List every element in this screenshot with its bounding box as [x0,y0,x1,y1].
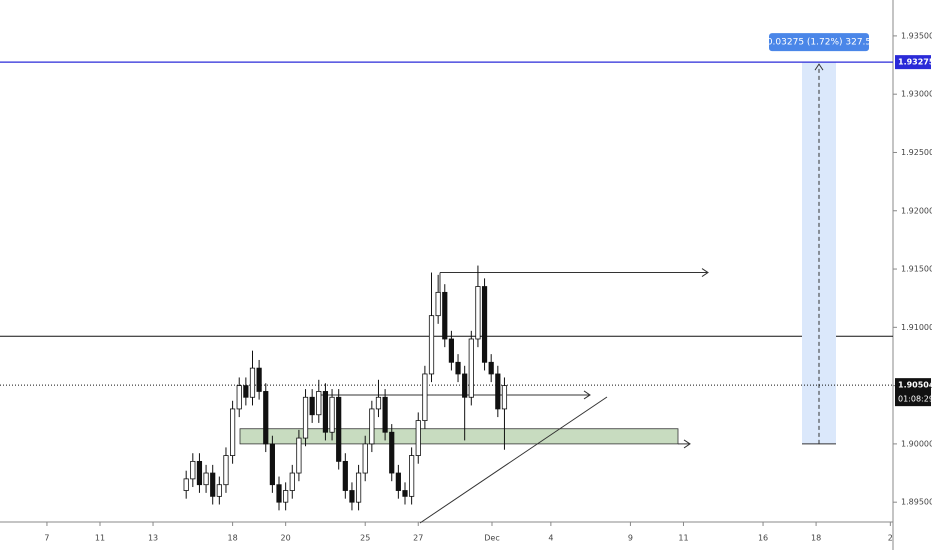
x-tick-label: 2 [888,534,893,543]
y-tick-label: 1.93000 [901,90,932,99]
candle-body [349,490,355,503]
candle-body [442,291,448,340]
current-price-label: 1.90504 [898,381,932,390]
candle-body [309,396,315,416]
current-price-tag [895,378,931,407]
zone-arrow-head [683,439,691,449]
candle-body [455,361,461,375]
x-tick-label: 16 [758,534,768,543]
target-tag [895,55,931,70]
candle-body [362,443,368,474]
candle-body [263,391,269,445]
candle-body [369,408,375,445]
candle-body [283,490,289,503]
candle-body [316,391,322,416]
candle-body [409,455,415,497]
candle-body [389,431,395,474]
candle-body [435,291,441,317]
candle-body [190,460,196,480]
x-tick-label: Dec [484,534,499,543]
candle-body [422,373,428,421]
candle-body [415,420,421,456]
x-tick-label: 7 [44,534,49,543]
position-arrowhead [814,63,824,71]
candle-body [243,385,249,398]
candle-body [468,338,474,398]
x-tick-label: 27 [413,534,423,543]
x-tick-label: 18 [228,534,238,543]
candle-body [302,396,309,439]
y-tick-label: 1.92500 [901,148,932,157]
x-tick-label: 11 [95,534,105,543]
x-tick-label: 9 [628,534,633,543]
candle-body [395,472,401,491]
candle-body [236,385,242,410]
candle-body [462,373,468,398]
candle-body [488,361,494,375]
target-tag-label: 1.93275 [898,58,932,67]
position-label: 0.03275 (1.72%) 327.5 [767,38,871,48]
candle-body [402,490,408,497]
y-tick-label: 1.90000 [901,439,932,448]
countdown: 01:08:29 [898,395,932,404]
candle-body [276,484,282,503]
candle-body [495,373,501,410]
position-label-bg [769,33,869,52]
mid-level-arrow-head [583,390,591,400]
candle-body [203,472,209,486]
candle-body [329,396,335,433]
candle-body [183,478,189,491]
candle-body [256,367,262,392]
candle-body [428,315,435,375]
candle-body [375,396,382,410]
x-tick-label: 18 [811,534,821,543]
y-tick-label: 1.91500 [901,265,932,274]
candle-body [322,391,329,433]
candle-body [342,460,348,491]
candle-body [382,396,388,433]
candle-body [336,396,342,462]
candle-body [249,367,256,398]
candle-body [481,286,488,363]
x-tick-label: 13 [148,534,158,543]
candle-body [216,484,222,497]
candle-body [355,472,362,503]
candle-body [448,338,455,363]
support-zone [239,428,679,445]
y-tick-label: 1.91000 [901,323,932,332]
candle-body [475,286,481,340]
x-tick-label: 20 [281,534,291,543]
y-tick-label: 1.93500 [901,31,932,40]
candle-body [501,385,508,410]
candle-body [223,455,229,486]
candle-body [296,437,302,474]
swing-high-arrow-head [701,268,709,277]
trend-line [419,396,608,524]
candle-body [269,443,275,486]
x-tick-label: 11 [678,534,688,543]
y-tick-label: 1.89500 [901,498,932,507]
candle-body [289,472,295,491]
x-tick-label: 4 [548,534,553,543]
candle-body [229,408,236,456]
y-tick-label: 1.92000 [901,206,932,215]
x-tick-label: 25 [360,534,370,543]
candle-body [196,460,203,486]
candle-body [210,472,216,497]
